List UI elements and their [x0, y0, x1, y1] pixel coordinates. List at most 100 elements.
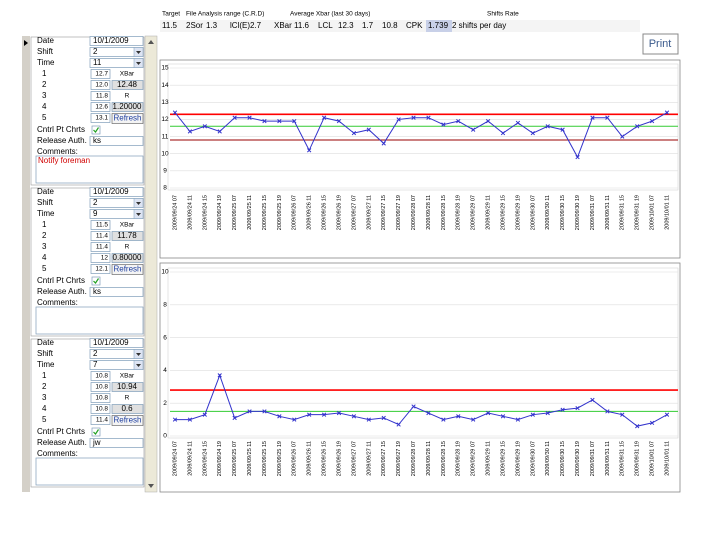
- data-point: [277, 118, 282, 124]
- data-point: [307, 412, 312, 417]
- x-tick-label: 2009/09/26 11: [307, 195, 313, 230]
- row-box[interactable]: [90, 220, 111, 230]
- data-point: [456, 118, 461, 124]
- data-point: [187, 129, 193, 134]
- x-tick-label: 2009/09/25 19: [277, 195, 283, 230]
- dropdown-arrow: [136, 364, 141, 367]
- row-value: 12.1: [95, 266, 108, 273]
- x-tick-label: 2009/09/24 11: [187, 441, 193, 476]
- row-box[interactable]: [90, 242, 111, 252]
- xbar-box: [111, 382, 144, 392]
- row-box[interactable]: [90, 371, 111, 381]
- row-number: 1: [42, 69, 47, 78]
- row-box[interactable]: [90, 415, 111, 425]
- comments-box[interactable]: [35, 155, 144, 184]
- row-box[interactable]: [90, 231, 111, 241]
- data-point: [530, 412, 535, 417]
- row-box[interactable]: [90, 80, 111, 90]
- print-button[interactable]: [642, 33, 679, 55]
- x-tick-label: 2009/09/27 15: [381, 441, 387, 476]
- header-value: 2.7: [250, 21, 262, 30]
- x-tick-label: 2009/09/28 15: [441, 441, 447, 476]
- x-tick-label: 2009/09/27 07: [351, 195, 357, 230]
- field-value: 11: [93, 58, 102, 67]
- comments-box[interactable]: [35, 306, 144, 335]
- x-tick-label: 2009/09/31 11: [605, 195, 611, 230]
- data-point: [217, 129, 222, 134]
- print-label[interactable]: Print: [649, 38, 672, 50]
- x-tick-label: 2009/09/31 07: [590, 441, 596, 476]
- ctrl-label: Cntrl Pt Chrts: [37, 427, 85, 436]
- row-box[interactable]: [90, 404, 111, 414]
- header-label: XBar: [274, 21, 292, 30]
- refresh-button[interactable]: [111, 264, 144, 275]
- refresh-label[interactable]: Refresh: [113, 265, 141, 274]
- data-point: [620, 412, 625, 417]
- x-tick-label: 2009/09/27 15: [381, 195, 387, 230]
- x-tick-label: 2009/09/28 19: [456, 441, 462, 476]
- row-value: 11.5: [96, 222, 109, 229]
- field-box[interactable]: [89, 338, 144, 348]
- header-value: 1.739: [428, 21, 449, 30]
- ctrl-checkbox[interactable]: [91, 276, 101, 286]
- refresh-label[interactable]: Refresh: [113, 416, 141, 425]
- row-value: 11.4: [96, 417, 109, 424]
- header-label: 2 shifts per day: [452, 21, 506, 30]
- x-tick-label: 2009/09/30 19: [575, 441, 581, 476]
- scrollbar[interactable]: [144, 35, 158, 493]
- header-value: 11.6: [294, 21, 310, 30]
- field-box[interactable]: [89, 287, 144, 297]
- comments-box[interactable]: [35, 457, 144, 486]
- data-point: [605, 409, 610, 414]
- refresh-button[interactable]: [111, 113, 144, 124]
- x-tick-label: 2009/09/27 11: [366, 441, 372, 476]
- data-point: [426, 410, 431, 416]
- field-box[interactable]: [89, 36, 144, 46]
- refresh-label[interactable]: Refresh: [113, 114, 141, 123]
- data-point: [590, 397, 595, 403]
- field-label: Date: [37, 187, 54, 196]
- y-tick-label: 14: [161, 82, 169, 89]
- y-tick-label: 13: [161, 99, 169, 106]
- x-tick-label: 2009/09/31 19: [635, 441, 641, 476]
- data-point: [351, 130, 357, 136]
- ctrl-label: Cntrl Pt Chrts: [37, 276, 85, 285]
- data-point: [262, 409, 267, 414]
- row-value: 12.6: [95, 104, 108, 111]
- row-box[interactable]: [90, 69, 111, 79]
- row-box[interactable]: [90, 393, 111, 403]
- x-tick-label: 2009/09/26 15: [322, 195, 328, 230]
- row-box[interactable]: [90, 253, 111, 263]
- field-box[interactable]: [89, 187, 144, 197]
- field-box[interactable]: [89, 438, 144, 448]
- row-box[interactable]: [90, 382, 111, 392]
- y-tick-label: 8: [163, 302, 167, 309]
- x-tick-label: 2009/09/27 07: [351, 441, 357, 476]
- r-label: R: [125, 244, 130, 251]
- x-tick-label: 2009/09/28 11: [426, 195, 432, 230]
- row-value: 11.4: [96, 233, 109, 240]
- field-value: ks: [93, 136, 101, 145]
- x-tick-label: 2009/09/24 19: [217, 195, 223, 230]
- field-box[interactable]: [89, 136, 144, 146]
- refresh-button[interactable]: [111, 415, 144, 426]
- field-label: Release Auth.: [37, 136, 87, 145]
- header-label: LCL: [318, 21, 333, 30]
- x-tick-label: 2009/09/27 19: [396, 441, 402, 476]
- data-point: [456, 414, 461, 419]
- row-box[interactable]: [90, 113, 111, 123]
- x-tick-label: 2009/09/28 11: [426, 441, 432, 476]
- row-number: 4: [42, 253, 47, 262]
- data-point: [664, 412, 670, 417]
- row-box[interactable]: [90, 264, 111, 274]
- header-caption: File Analysis range (C.R.D): [186, 11, 264, 18]
- ctrl-checkbox[interactable]: [91, 125, 101, 135]
- field-label: Time: [37, 209, 55, 218]
- ctrl-checkbox[interactable]: [91, 427, 101, 437]
- row-box[interactable]: [90, 102, 111, 112]
- row-number: 5: [42, 415, 47, 424]
- x-tick-label: 2009/09/25 15: [262, 195, 268, 230]
- data-point: [545, 410, 550, 416]
- data-point: [232, 415, 237, 421]
- row-box[interactable]: [90, 91, 111, 101]
